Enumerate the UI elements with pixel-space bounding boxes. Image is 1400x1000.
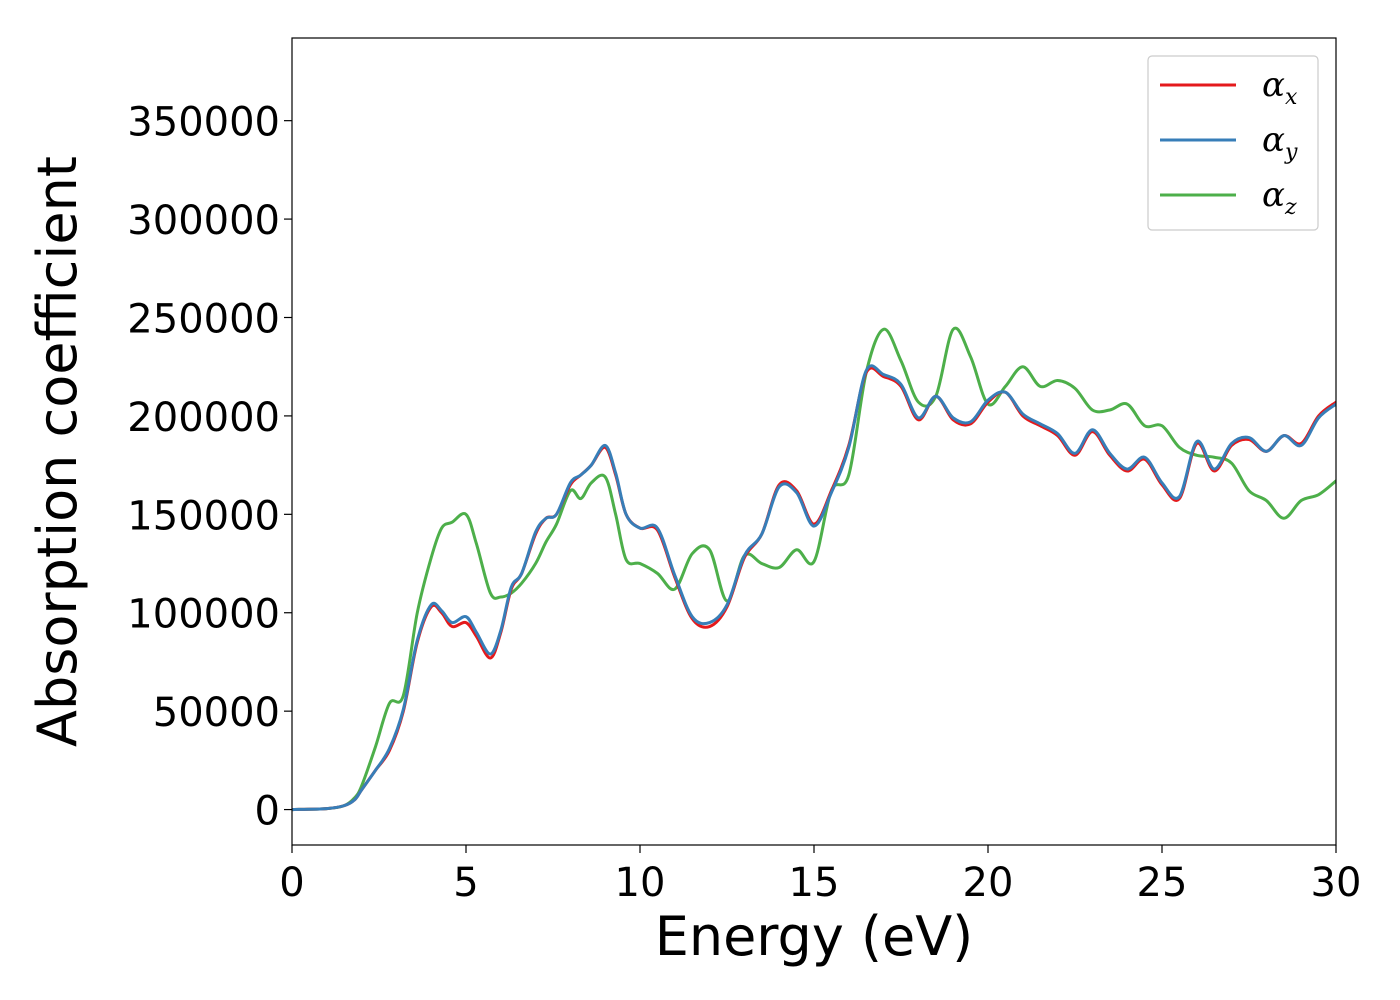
y-tick-label: 350000 <box>127 100 280 146</box>
legend-label-x: αx <box>1262 65 1298 110</box>
y-axis-title: Absorption coefficient <box>26 156 89 747</box>
x-tick-label: 5 <box>453 860 478 906</box>
x-axis-title: Energy (eV) <box>655 905 974 968</box>
x-tick-label: 10 <box>615 860 666 906</box>
y-axis-ticks: 0 50000 100000 150000 200000 250000 300000 3500… <box>127 100 292 835</box>
y-tick-label: 300000 <box>127 198 280 244</box>
y-tick-label: 250000 <box>127 296 280 342</box>
x-tick-label: 15 <box>789 860 840 906</box>
x-tick-label: 30 <box>1311 860 1362 906</box>
y-tick-label: 200000 <box>127 395 280 441</box>
legend: αx αy αz <box>1147 55 1319 231</box>
legend-label-z: αz <box>1262 175 1297 220</box>
x-tick-label: 20 <box>963 860 1014 906</box>
x-tick-label: 0 <box>279 860 304 906</box>
y-tick-label: 50000 <box>153 690 280 736</box>
y-tick-label: 100000 <box>127 592 280 638</box>
series-line-z <box>292 326 1336 812</box>
legend-label-y: αy <box>1262 120 1298 165</box>
series-line-y <box>292 364 1336 812</box>
legend-box <box>1147 55 1319 231</box>
y-tick-label: 150000 <box>127 493 280 539</box>
y-tick-label: 0 <box>255 789 280 835</box>
series-layer <box>292 326 1336 812</box>
x-axis-ticks: 0 5 10 15 20 25 30 <box>279 845 1361 906</box>
x-tick-label: 25 <box>1137 860 1188 906</box>
